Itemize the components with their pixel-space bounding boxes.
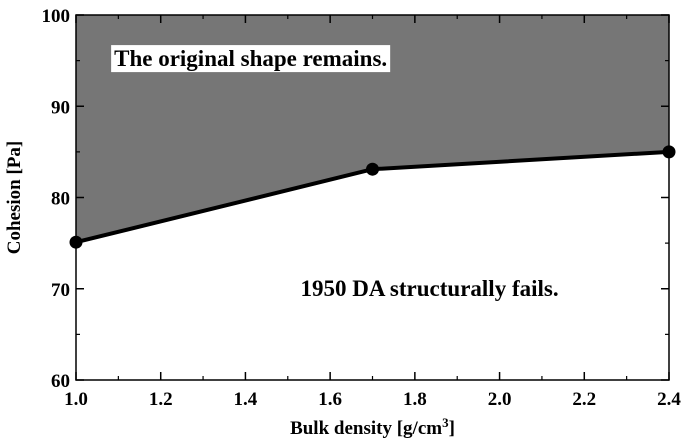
annotation-background xyxy=(111,45,391,73)
data-point-2 xyxy=(366,162,379,176)
annotation-text: The original shape remains. xyxy=(114,46,387,71)
annotation-text: 1950 DA structurally fails. xyxy=(300,276,558,301)
annotation-background xyxy=(297,275,562,303)
x-tick-label: 1.0 xyxy=(64,389,88,410)
y-tick-label: 100 xyxy=(42,6,71,27)
y-axis-label: Cohesion [Pa] xyxy=(4,141,25,254)
x-tick-label: 1.2 xyxy=(149,389,173,410)
x-tick-label: 2.2 xyxy=(572,389,596,410)
x-tick-label: 2.4 xyxy=(657,389,681,410)
y-tick-label: 70 xyxy=(51,280,70,301)
y-tick-label: 60 xyxy=(51,371,70,392)
y-tick-label: 90 xyxy=(51,97,70,118)
x-tick-label: 1.8 xyxy=(403,389,427,410)
x-tick-label: 2.0 xyxy=(488,389,512,410)
x-tick-label: 1.4 xyxy=(234,389,258,410)
x-axis-label: Bulk density [g/cm3] xyxy=(290,415,455,439)
y-tick-label: 80 xyxy=(51,189,70,210)
x-tick-label: 1.6 xyxy=(318,389,342,410)
